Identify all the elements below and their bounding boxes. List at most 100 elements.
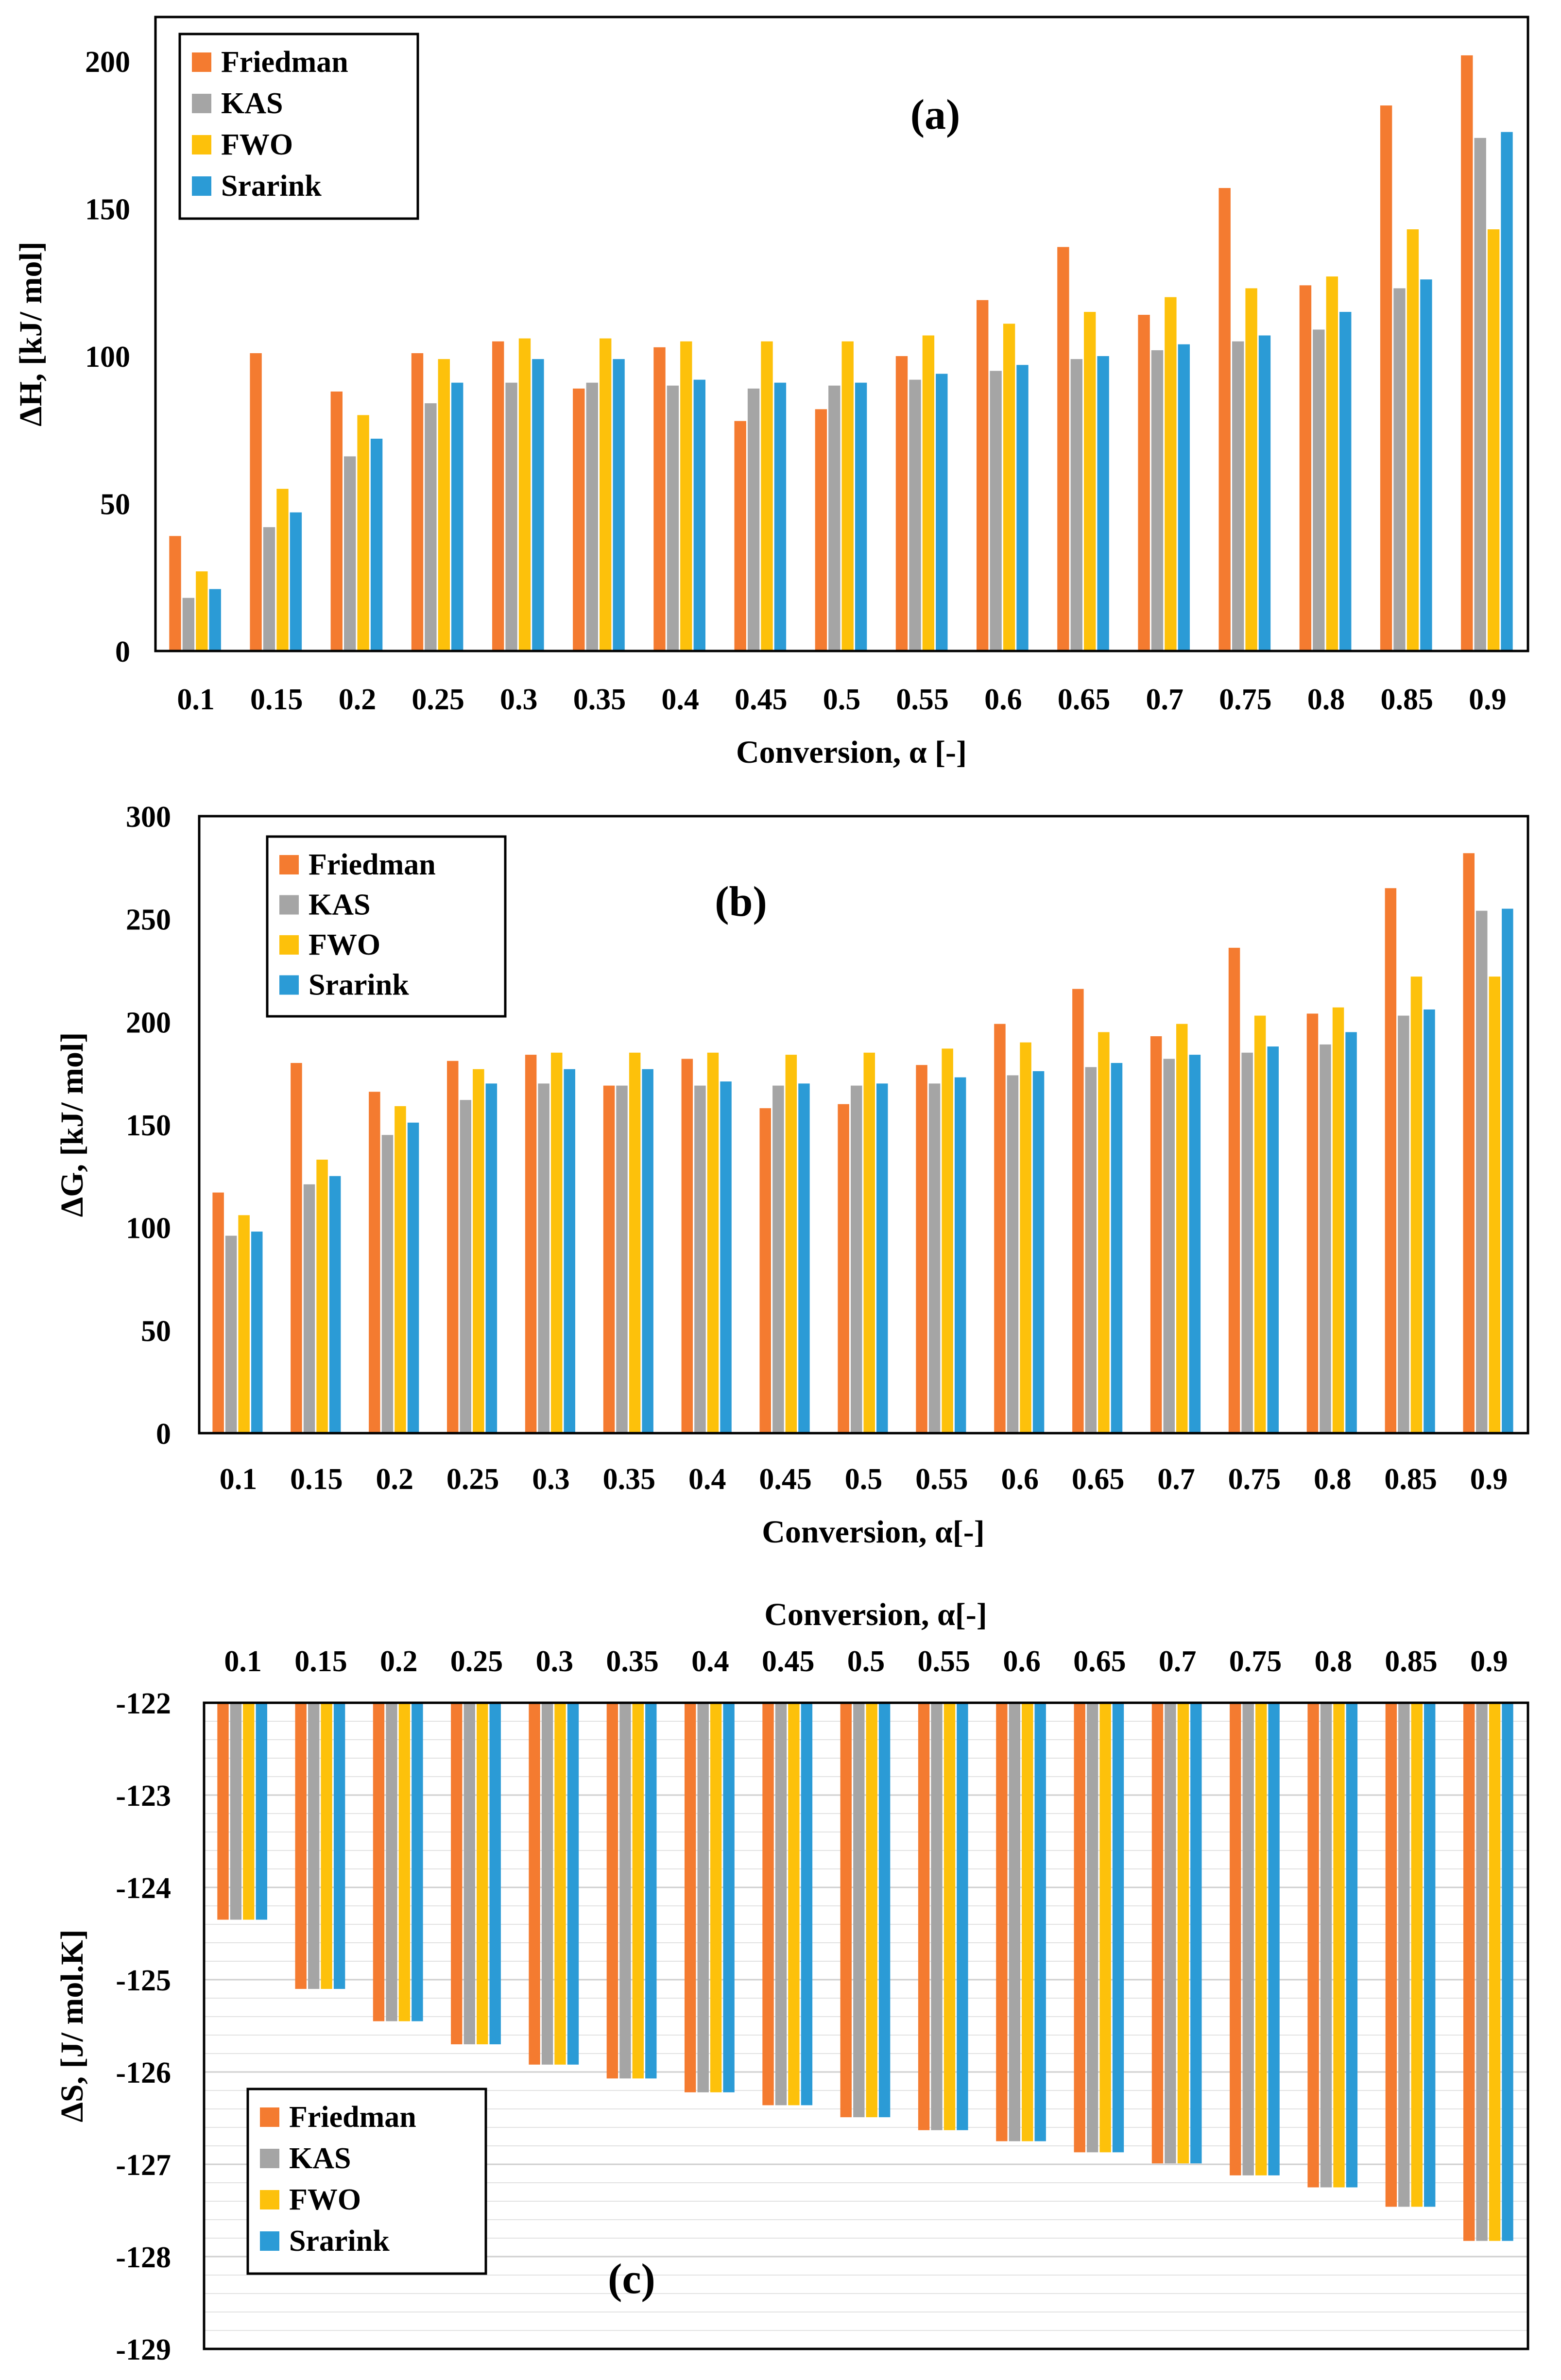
bar-fwo-0.45 <box>761 341 773 651</box>
x-tick-label: 0.1 <box>224 1645 262 1678</box>
x-axis-ticks: 0.1 0.15 0.2 0.25 0.3 0.35 0.4 0.45 0.5 0.55 0.6 0.… <box>224 1645 1508 1678</box>
plot-frame <box>154 16 1529 652</box>
bar-friedman-0.25 <box>451 1703 463 2044</box>
bar-friedman-0.65 <box>1074 1703 1085 2153</box>
bar-kas-0.75 <box>1232 341 1244 651</box>
bar-fwo-0.3 <box>518 338 531 651</box>
bar-srarink-0.2 <box>407 1122 419 1433</box>
bar-friedman-0.75 <box>1218 188 1231 651</box>
plot-frame <box>198 815 1529 1435</box>
x-tick-label: 0.8 <box>1307 683 1345 716</box>
bar-srarink-0.6 <box>1034 1703 1046 2141</box>
bar-fwo-0.65 <box>1084 312 1096 651</box>
x-tick-label: 0.7 <box>1146 683 1184 716</box>
y-tick-label: -129 <box>116 2333 171 2366</box>
bar-kas-0.9 <box>1476 910 1488 1433</box>
x-tick-label: 0.6 <box>1003 1645 1041 1678</box>
bar-srarink-0.3 <box>567 1703 579 2065</box>
bar-kas-0.65 <box>1085 1067 1097 1433</box>
bar-kas-0.3 <box>538 1083 549 1433</box>
x-tick-label: 0.25 <box>412 683 464 716</box>
legend-swatch-srarink <box>279 975 299 995</box>
bar-friedman-0.6 <box>977 300 989 651</box>
bar-friedman-0.85 <box>1380 105 1392 651</box>
bar-srarink-0.6 <box>1016 365 1029 651</box>
bar-fwo-0.9 <box>1489 976 1501 1433</box>
bar-fwo-0.35 <box>600 338 612 651</box>
bar-fwo-0.75 <box>1245 288 1257 651</box>
x-tick-label: 0.85 <box>1380 683 1433 716</box>
bar-srarink-0.7 <box>1189 1055 1201 1433</box>
x-tick-label: 0.55 <box>915 1463 968 1496</box>
x-tick-label: 0.9 <box>1470 1645 1508 1678</box>
x-tick-label: 0.55 <box>918 1645 971 1678</box>
panel-label: (b) <box>715 878 767 925</box>
x-tick-label: 0.3 <box>536 1645 574 1678</box>
bar-kas-0.45 <box>775 1703 787 2106</box>
legend-label-fwo: FWO <box>221 128 293 161</box>
bar-friedman-0.9 <box>1463 1703 1475 2241</box>
x-axis-title: Conversion, α[-] <box>764 1597 987 1632</box>
x-tick-label: 0.15 <box>250 683 303 716</box>
bar-friedman-0.55 <box>895 356 908 651</box>
bar-friedman-0.1 <box>212 1192 224 1433</box>
bar-friedman-0.25 <box>447 1061 459 1433</box>
bar-fwo-0.2 <box>398 1703 411 2021</box>
bar-srarink-0.1 <box>251 1232 263 1433</box>
x-tick-label: 0.45 <box>762 1645 815 1678</box>
bar-srarink-0.85 <box>1424 1703 1436 2207</box>
bar-srarink-0.4 <box>720 1081 732 1433</box>
bar-fwo-0.4 <box>710 1703 722 2092</box>
bar-fwo-0.55 <box>922 335 935 651</box>
bar-fwo-0.75 <box>1255 1703 1267 2175</box>
bar-fwo-0.2 <box>395 1106 406 1433</box>
x-tick-label: 0.8 <box>1314 1463 1352 1496</box>
y-tick-label: -128 <box>116 2241 171 2274</box>
panel-label: (c) <box>608 2256 655 2303</box>
x-tick-label: 0.1 <box>177 683 215 716</box>
y-tick-label: 250 <box>126 904 171 937</box>
x-tick-label: 0.7 <box>1157 1463 1195 1496</box>
bar-srarink-0.9 <box>1502 908 1513 1433</box>
bar-kas-0.35 <box>616 1085 628 1433</box>
legend-swatch-srarink <box>260 2231 279 2251</box>
bar-fwo-0.75 <box>1254 1015 1266 1433</box>
bar-fwo-0.8 <box>1333 1703 1345 2188</box>
bar-friedman-0.65 <box>1072 989 1084 1433</box>
legend-label-fwo: FWO <box>309 928 380 961</box>
legend: Friedman KAS FWO Srarink <box>246 2088 487 2275</box>
bar-friedman-0.2 <box>369 1092 380 1433</box>
bar-fwo-0.85 <box>1411 1703 1423 2207</box>
legend-label-fwo: FWO <box>289 2183 361 2216</box>
x-tick-label: 0.5 <box>845 1463 883 1496</box>
bar-friedman-0.1 <box>169 536 181 651</box>
bar-fwo-0.25 <box>477 1703 488 2044</box>
bar-kas-0.2 <box>386 1703 397 2021</box>
legend-frame <box>266 835 507 1018</box>
bar-srarink-0.35 <box>642 1069 653 1433</box>
y-tick-label: -125 <box>116 1964 171 1997</box>
x-tick-label: 0.45 <box>759 1463 812 1496</box>
y-tick-label: -122 <box>116 1687 171 1720</box>
bar-kas-0.85 <box>1393 288 1406 651</box>
x-tick-label: 0.55 <box>896 683 949 716</box>
bar-kas-0.3 <box>541 1703 553 2065</box>
bar-srarink-0.5 <box>876 1083 888 1433</box>
bar-srarink-0.55 <box>957 1703 968 2130</box>
bar-friedman-0.4 <box>685 1703 696 2092</box>
legend-label-friedman: Friedman <box>289 2101 416 2134</box>
x-tick-label: 0.9 <box>1470 1463 1508 1496</box>
x-tick-label: 0.65 <box>1073 1645 1126 1678</box>
chart-0: 0 50 100 150 200 0.1 0.15 0.2 0.25 0.3 0.35 0.4 0.45… <box>13 16 1529 770</box>
legend-label-kas: KAS <box>221 87 283 120</box>
bar-kas-0.15 <box>303 1184 315 1433</box>
bar-fwo-0.65 <box>1099 1703 1111 2153</box>
legend-label-srarink: Srarink <box>309 969 409 1002</box>
bar-fwo-0.7 <box>1176 1024 1188 1433</box>
bar-kas-0.65 <box>1086 1703 1098 2153</box>
bar-srarink-0.45 <box>798 1083 810 1433</box>
bar-srarink-0.3 <box>532 359 544 651</box>
bar-friedman-0.7 <box>1138 315 1150 651</box>
x-axis-title: Conversion, α [-] <box>736 735 967 770</box>
